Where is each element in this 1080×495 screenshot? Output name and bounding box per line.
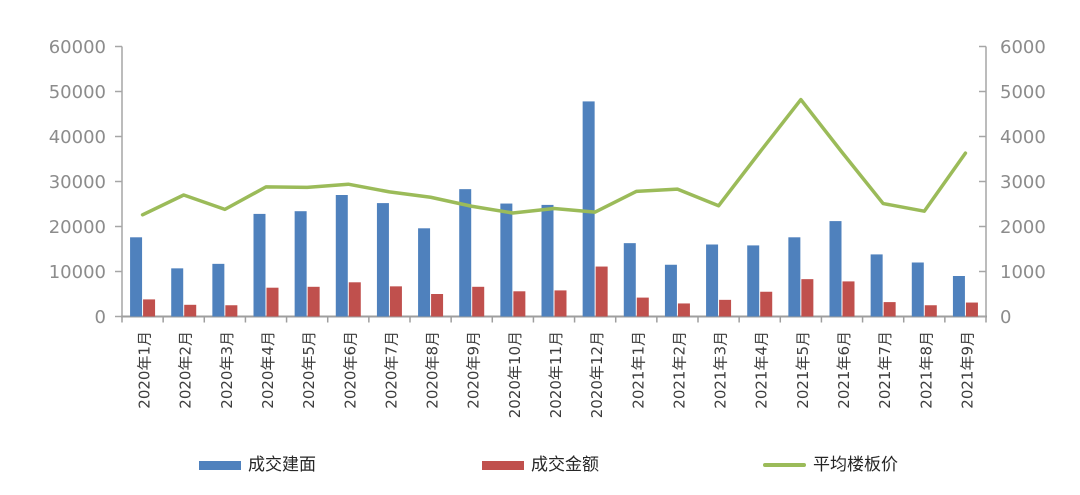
x-axis-label: 2020年5月 (300, 331, 318, 409)
x-axis-label: 2021年5月 (794, 331, 812, 409)
bar-成交建面 (212, 263, 225, 317)
x-axis-label: 2021年4月 (753, 331, 771, 409)
right-axis-tick-label: 3000 (1000, 172, 1046, 193)
bar-成交建面 (459, 189, 472, 317)
bar-swatch-icon (199, 460, 241, 470)
x-axis-label: 2021年6月 (835, 331, 853, 409)
legend-item-floor-area: 成交建面 (199, 453, 316, 477)
bar-成交金额 (266, 287, 279, 317)
left-axis-tick-label: 40000 (49, 127, 106, 148)
bar-成交金额 (924, 305, 937, 317)
bar-成交建面 (911, 262, 924, 317)
bar-成交金额 (348, 282, 361, 317)
right-axis-tick-label: 1000 (1000, 262, 1046, 283)
left-axis-tick-label: 60000 (49, 37, 106, 58)
x-axis-label: 2020年11月 (547, 331, 565, 418)
bar-成交建面 (130, 237, 143, 317)
left-axis-tick-label: 30000 (49, 172, 106, 193)
bar-成交金额 (965, 302, 978, 317)
bar-成交建面 (664, 264, 677, 317)
bar-成交建面 (253, 213, 266, 317)
bar-成交建面 (706, 244, 719, 317)
x-axis-label: 2020年9月 (465, 331, 483, 409)
bar-成交建面 (829, 221, 842, 317)
left-axis-tick-label: 10000 (49, 262, 106, 283)
right-axis-tick-label: 6000 (1000, 37, 1046, 58)
x-axis-label: 2021年7月 (876, 331, 894, 409)
legend-label: 平均楼板价 (813, 455, 898, 475)
x-axis-label: 2020年6月 (341, 331, 359, 409)
x-axis-label: 2020年8月 (424, 331, 442, 409)
legend-label: 成交建面 (248, 455, 316, 475)
x-axis-label: 2020年2月 (177, 331, 195, 409)
bar-成交金额 (307, 286, 320, 317)
right-axis-tick-label: 5000 (1000, 82, 1046, 103)
bar-成交建面 (541, 204, 554, 317)
bar-swatch-icon (482, 460, 524, 470)
bar-成交金额 (184, 304, 197, 317)
x-axis-label: 2020年10月 (506, 331, 524, 418)
left-axis-tick-label: 0 (95, 307, 106, 328)
x-axis-label: 2021年9月 (958, 331, 976, 409)
left-axis-tick-label: 20000 (49, 217, 106, 238)
right-axis-tick-label: 2000 (1000, 217, 1046, 238)
combo-chart-plot: 0 10000 20000 30000 40000 50000 60000 0 1000 2000… (49, 37, 1046, 418)
x-axis-label: 2020年12月 (588, 331, 606, 418)
bar-成交金额 (595, 266, 608, 317)
line-平均楼板价 (140, 97, 968, 217)
bar-成交建面 (376, 203, 389, 317)
bar-成交金额 (801, 279, 814, 317)
bar-成交建面 (418, 228, 431, 317)
x-axis-label: 2021年8月 (917, 331, 935, 409)
bar-成交金额 (760, 291, 773, 317)
line-swatch-icon (763, 463, 806, 467)
bar-成交金额 (143, 299, 156, 317)
bar-成交建面 (500, 203, 513, 317)
x-axis-label: 2021年1月 (629, 331, 647, 409)
bar-成交建面 (294, 211, 307, 317)
x-axis-label: 2020年7月 (382, 331, 400, 409)
bar-成交金额 (472, 286, 485, 317)
chart-legend: 成交建面 成交金额 平均楼板价 (0, 453, 1080, 479)
bar-成交建面 (870, 254, 883, 317)
x-axis-label: 2021年3月 (712, 331, 730, 409)
bar-成交金额 (554, 290, 567, 317)
bar-成交建面 (623, 243, 636, 317)
bar-成交金额 (389, 286, 402, 317)
bar-成交金额 (431, 294, 444, 317)
bar-成交金额 (677, 303, 690, 317)
right-axis-tick-label: 0 (1000, 307, 1011, 328)
bar-成交建面 (582, 101, 595, 317)
legend-item-avg-floor-price: 平均楼板价 (763, 453, 898, 477)
bar-成交建面 (335, 195, 348, 317)
x-axis-label: 2020年3月 (218, 331, 236, 409)
bar-成交建面 (788, 237, 801, 317)
bar-成交金额 (636, 297, 649, 317)
bar-成交金额 (225, 305, 238, 317)
bar-成交建面 (171, 268, 184, 317)
bar-成交金额 (883, 302, 896, 317)
x-axis-label: 2020年4月 (259, 331, 277, 409)
left-axis-tick-label: 50000 (49, 82, 106, 103)
right-axis-tick-label: 4000 (1000, 127, 1046, 148)
legend-item-transaction-amount: 成交金额 (482, 453, 599, 477)
x-axis-label: 2020年1月 (136, 331, 154, 409)
x-axis-label: 2021年2月 (670, 331, 688, 409)
bar-成交金额 (719, 299, 732, 317)
bar-成交金额 (513, 291, 526, 317)
bar-成交金额 (842, 281, 855, 317)
legend-label: 成交金额 (531, 455, 599, 475)
bar-成交建面 (747, 245, 760, 317)
bar-成交建面 (952, 276, 965, 317)
